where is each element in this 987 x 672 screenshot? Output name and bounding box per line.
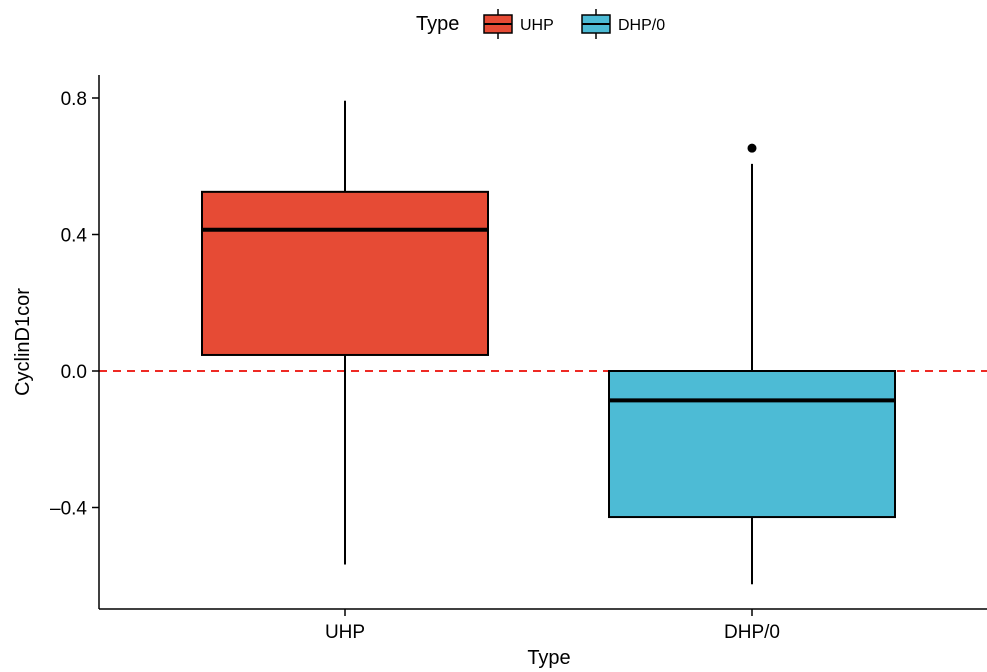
legend: Type UHP DHP/0 — [416, 9, 665, 39]
y-tick-label: 0.8 — [61, 89, 87, 110]
y-tick-label: –0.4 — [50, 499, 87, 520]
y-tick-label: 0.4 — [61, 226, 88, 247]
y-axis-title: CyclinD1cor — [12, 288, 34, 396]
legend-title: Type — [416, 13, 459, 35]
legend-label: UHP — [520, 17, 554, 34]
box-dhp-0 — [609, 144, 895, 585]
y-axis-ticks: 0.8 0.4 0.0 –0.4 — [50, 89, 99, 520]
x-axis-ticks: UHP DHP/0 — [325, 609, 780, 643]
box-body — [609, 371, 895, 517]
outlier-point — [748, 144, 757, 153]
legend-label: DHP/0 — [618, 17, 665, 34]
boxes-layer — [202, 101, 895, 585]
box-body — [202, 192, 488, 355]
y-tick-label: 0.0 — [61, 362, 87, 383]
x-tick-label: UHP — [325, 622, 365, 643]
x-tick-label: DHP/0 — [724, 622, 780, 643]
legend-entry: DHP/0 — [582, 9, 665, 39]
box-uhp — [202, 101, 488, 565]
x-axis-title: Type — [527, 647, 570, 669]
legend-entry: UHP — [484, 9, 554, 39]
